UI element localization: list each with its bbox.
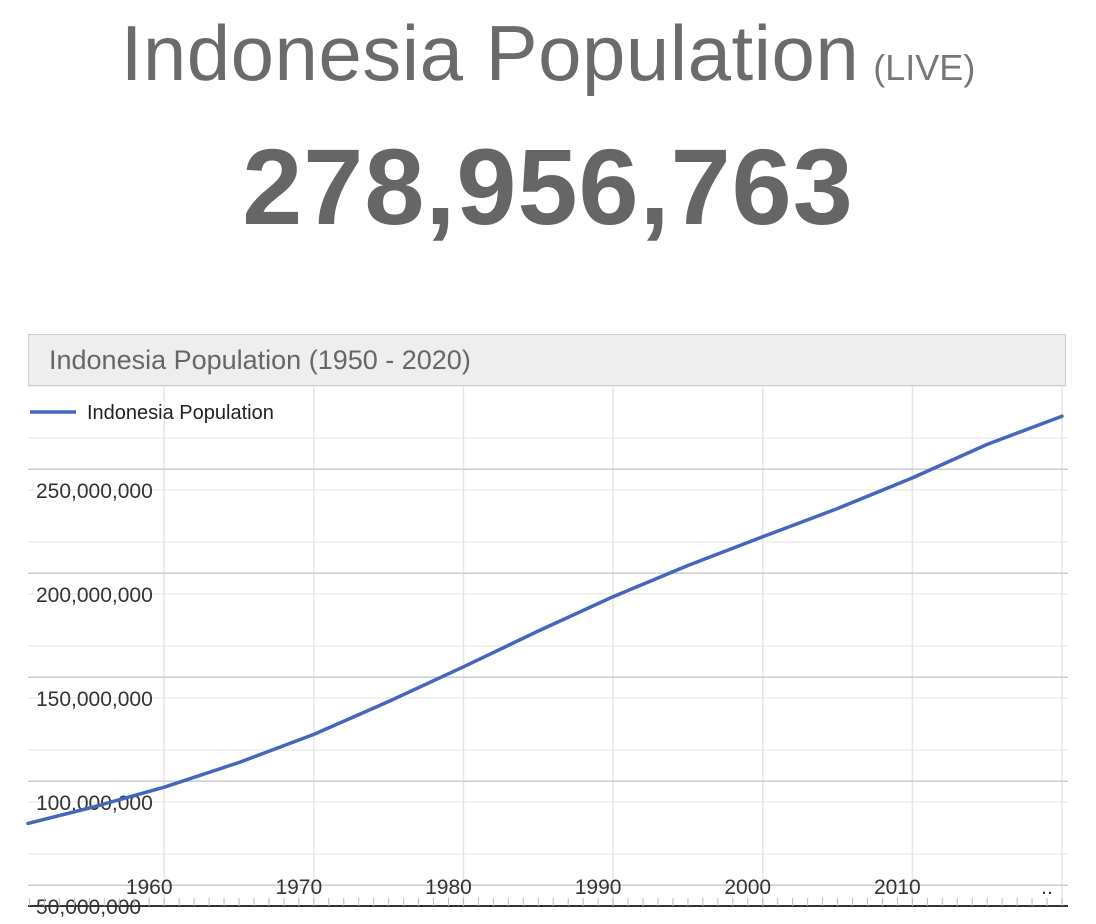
series-line	[26, 414, 1064, 826]
population-line-chart: 250,000,000200,000,000150,000,000100,000…	[26, 386, 1068, 919]
page-title: Indonesia Population (LIVE)	[0, 8, 1096, 99]
y-tick-label: 50,000,000	[36, 896, 141, 919]
x-tick-label: 2000	[724, 876, 771, 899]
x-tick-label: ..	[1041, 876, 1053, 899]
legend[interactable]: Indonesia Population	[30, 402, 274, 424]
population-counter: 278,956,763	[242, 126, 854, 247]
x-tick-label: 1990	[575, 876, 622, 899]
x-tick-label: 1980	[425, 876, 472, 899]
grid-layer	[28, 386, 1068, 907]
x-tick-label: 1970	[275, 876, 322, 899]
page-title-text: Indonesia Population	[120, 9, 860, 97]
x-tick-label: 2010	[874, 876, 921, 899]
live-label: (LIVE)	[873, 47, 976, 88]
x-tick-label: 1960	[126, 876, 173, 899]
y-tick-label: 250,000,000	[36, 480, 153, 503]
chart-header: Indonesia Population (1950 - 2020)	[28, 334, 1066, 386]
axis-layer: 250,000,000200,000,000150,000,000100,000…	[28, 480, 1068, 919]
y-tick-label: 150,000,000	[36, 688, 153, 711]
chart-title: Indonesia Population (1950 - 2020)	[49, 345, 471, 375]
y-tick-label: 200,000,000	[36, 584, 153, 607]
legend-label: Indonesia Population	[87, 402, 274, 424]
series-layer	[26, 414, 1064, 826]
